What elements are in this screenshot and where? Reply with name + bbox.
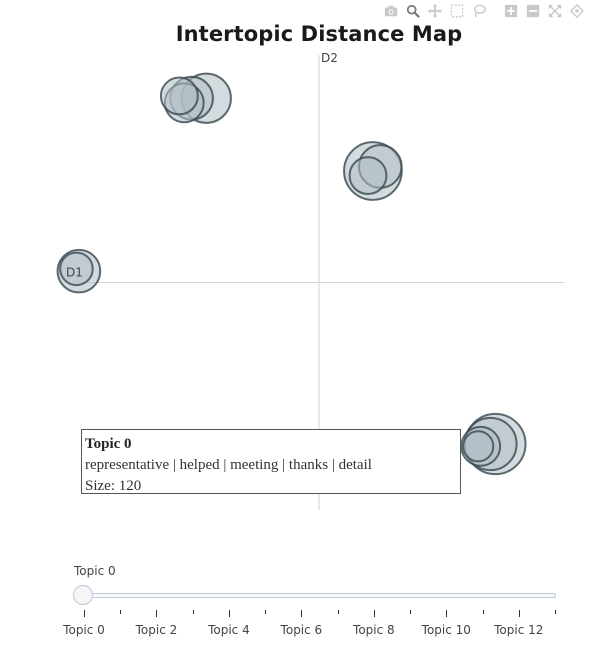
- slider-current-label: Topic 0: [74, 564, 116, 578]
- autoscale-icon[interactable]: [545, 2, 565, 20]
- slider-tick-label[interactable]: Topic 2: [135, 623, 178, 637]
- slider-tick: [446, 610, 448, 617]
- slider-tick-label[interactable]: Topic 0: [63, 623, 105, 637]
- lasso-select-icon[interactable]: [469, 2, 489, 20]
- topic-bubble-8[interactable]: [348, 156, 388, 196]
- slider-tick: [265, 610, 267, 614]
- topic-bubble-5[interactable]: [159, 76, 199, 116]
- zoom-icon[interactable]: [403, 2, 423, 20]
- pan-icon[interactable]: [425, 2, 445, 20]
- slider-tick: [518, 610, 520, 617]
- hover-words: representative | helped | meeting | than…: [85, 457, 372, 473]
- scatter-plot[interactable]: D2 D1: [0, 0, 599, 560]
- camera-icon[interactable]: [381, 2, 401, 20]
- d1-axis-label: D1: [66, 266, 83, 280]
- zoom-in-icon[interactable]: [501, 2, 521, 20]
- d2-axis-label: D2: [321, 51, 338, 65]
- slider-tick: [555, 610, 556, 614]
- box-select-icon[interactable]: [447, 2, 467, 20]
- reset-axes-icon[interactable]: [567, 2, 587, 20]
- slider-tick-label[interactable]: Topic 6: [280, 623, 323, 637]
- slider-grip[interactable]: [73, 585, 93, 605]
- slider-tick-label[interactable]: Topic 4: [208, 623, 250, 637]
- slider-tick: [301, 610, 303, 617]
- slider-tick: [120, 610, 122, 614]
- slider-rail[interactable]: [74, 593, 556, 598]
- slider-tick: [228, 610, 230, 617]
- slider-tick-label[interactable]: Topic 12: [494, 623, 544, 637]
- chart-title: Intertopic Distance Map: [175, 22, 463, 46]
- slider-tick: [84, 610, 85, 617]
- slider-tick: [156, 610, 158, 617]
- topic-bubble-10[interactable]: [59, 251, 94, 287]
- hover-tooltip: Topic 0 representative | helped | meetin…: [81, 429, 461, 494]
- slider-tick: [337, 610, 339, 614]
- topic-bubble-12[interactable]: [462, 430, 495, 463]
- plot-modebar: [381, 2, 587, 20]
- slider-tick-label[interactable]: Topic 8: [353, 623, 395, 637]
- zoom-out-icon[interactable]: [523, 2, 543, 20]
- slider-tick-label[interactable]: Topic 10: [421, 623, 471, 637]
- slider-tick: [373, 610, 375, 617]
- slider-tick: [192, 610, 194, 614]
- topic-bubbles: [56, 72, 527, 476]
- hover-size: Size: 120: [85, 478, 142, 494]
- slider-tick: [482, 610, 484, 614]
- hover-title: Topic 0: [85, 436, 132, 452]
- slider-tick: [410, 610, 412, 614]
